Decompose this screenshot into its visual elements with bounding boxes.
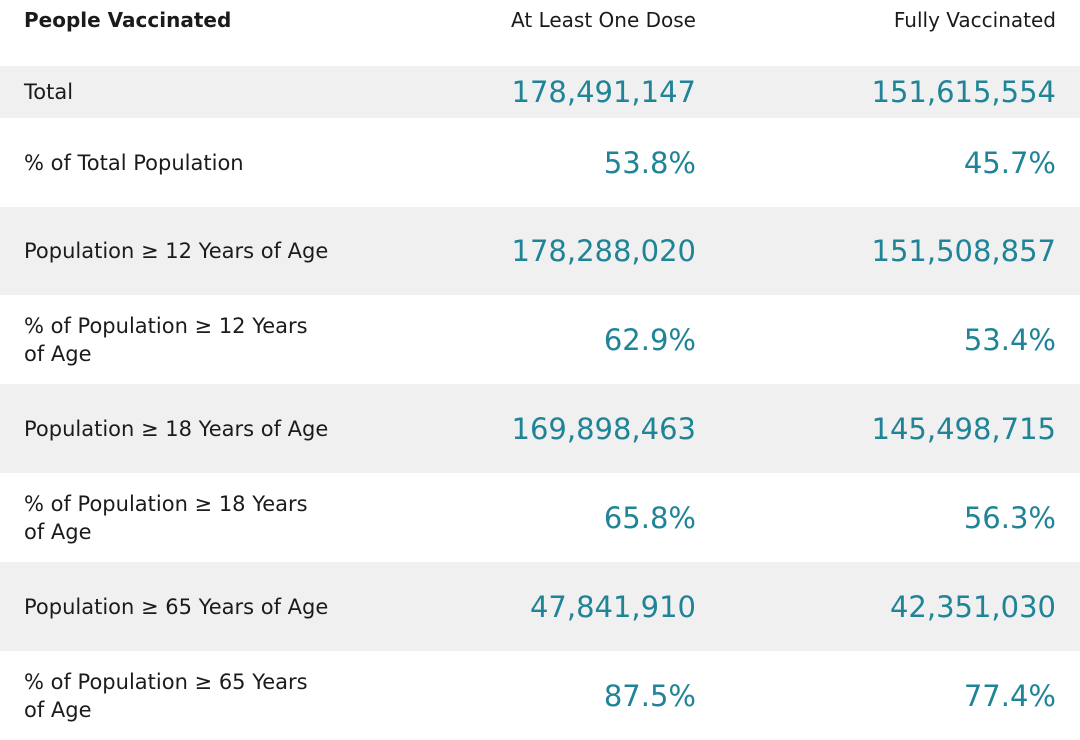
table-row-pop-18: Population ≥ 18 Years of Age 169,898,463… (0, 384, 1080, 473)
row-label-container: % of Population ≥ 65 Years of Age (0, 668, 420, 724)
row-label: Total (24, 80, 74, 104)
row-value-fully-vaccinated: 53.4% (963, 322, 1056, 357)
table-row-pop-12: Population ≥ 12 Years of Age 178,288,020… (0, 207, 1080, 295)
row-value-at-least-one-dose: 53.8% (603, 145, 696, 180)
row-value-at-least-one-dose: 87.5% (603, 678, 696, 713)
row-label: % of Total Population (24, 150, 244, 175)
row-label: Population ≥ 12 Years of Age (24, 239, 329, 263)
row-value-fully-vaccinated: 151,615,554 (871, 75, 1057, 109)
row-label-container: % of Population ≥ 12 Years of Age (0, 312, 420, 368)
row-value-at-least-one-dose: 169,898,463 (511, 411, 697, 446)
row-value-fully-vaccinated: 42,351,030 (889, 589, 1056, 624)
row-value-fully-vaccinated: 151,508,857 (871, 234, 1057, 268)
row-value-fully-vaccinated: 45.7% (963, 145, 1056, 180)
table-header: People Vaccinated At Least One Dose Full… (0, 0, 1080, 40)
row-value-at-least-one-dose: 62.9% (603, 322, 696, 357)
row-label: % of Population ≥ 65 Years of Age (24, 669, 308, 722)
table-row-total: Total 178,491,147 151,615,554 (0, 66, 1080, 118)
row-value-fully-vaccinated: 145,498,715 (871, 411, 1057, 446)
row-value-at-least-one-dose: 47,841,910 (529, 589, 696, 624)
row-value-at-least-one-dose: 178,491,147 (511, 75, 697, 109)
row-value-at-least-one-dose: 65.8% (603, 500, 696, 535)
row-label: % of Population ≥ 18 Years of Age (24, 491, 308, 544)
header-at-least-one-dose: At Least One Dose (511, 8, 696, 32)
table-row-pct-18: % of Population ≥ 18 Years of Age 65.8% … (0, 473, 1080, 562)
table-row-pct-total: % of Total Population 53.8% 45.7% (0, 118, 1080, 207)
row-label: % of Population ≥ 12 Years of Age (24, 313, 308, 366)
row-value-fully-vaccinated: 77.4% (963, 678, 1056, 713)
table-row-pct-65: % of Population ≥ 65 Years of Age 87.5% … (0, 651, 1080, 740)
row-label-container: % of Population ≥ 18 Years of Age (0, 490, 420, 546)
table-row-pct-12: % of Population ≥ 12 Years of Age 62.9% … (0, 295, 1080, 384)
row-value-fully-vaccinated: 56.3% (963, 500, 1056, 535)
row-label: Population ≥ 65 Years of Age (24, 594, 329, 619)
header-people-vaccinated: People Vaccinated (24, 8, 232, 32)
row-value-at-least-one-dose: 178,288,020 (511, 234, 697, 268)
table-row-pop-65: Population ≥ 65 Years of Age 47,841,910 … (0, 562, 1080, 651)
header-fully-vaccinated: Fully Vaccinated (893, 8, 1056, 32)
row-label: Population ≥ 18 Years of Age (24, 416, 329, 441)
